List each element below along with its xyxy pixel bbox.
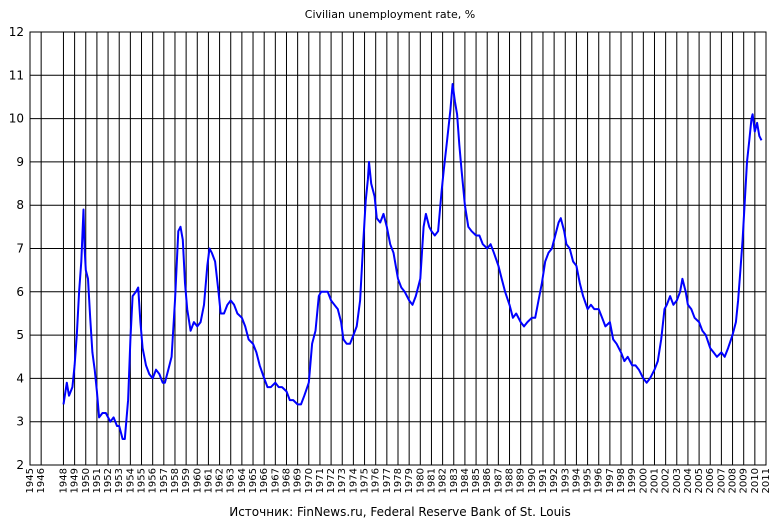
x-tick-label: 1945 bbox=[25, 468, 36, 493]
x-tick-label: 1952 bbox=[103, 468, 114, 493]
y-tick-label: 10 bbox=[9, 112, 24, 126]
y-tick-label: 11 bbox=[9, 68, 24, 82]
x-tick-label: 1972 bbox=[326, 468, 337, 493]
x-tick-label: 1970 bbox=[304, 468, 315, 493]
x-tick-label: 1999 bbox=[627, 468, 638, 493]
x-tick-label: 1966 bbox=[259, 468, 270, 493]
x-tick-label: 1965 bbox=[248, 468, 259, 493]
x-tick-label: 1961 bbox=[203, 468, 214, 493]
x-tick-label: 1957 bbox=[159, 468, 170, 493]
x-tick-label: 1973 bbox=[337, 468, 348, 493]
x-tick-label: 1983 bbox=[449, 468, 460, 493]
x-tick-label: 1987 bbox=[493, 468, 504, 493]
y-tick-label: 8 bbox=[16, 198, 24, 212]
x-tick-label: 1975 bbox=[360, 468, 371, 493]
x-tick-label: 2006 bbox=[705, 468, 716, 493]
x-tick-label: 1996 bbox=[594, 468, 605, 493]
y-tick-label: 2 bbox=[16, 458, 24, 472]
x-tick-label: 2011 bbox=[761, 468, 772, 493]
x-axis-ticks: 1945 1946 1948 1949 1950 1951 1952 1953 1954 1955… bbox=[25, 468, 772, 493]
x-tick-label: 2002 bbox=[661, 468, 672, 493]
chart-title: Civilian unemployment rate, % bbox=[305, 8, 475, 21]
x-tick-label: 1977 bbox=[382, 468, 393, 493]
x-tick-label: 1971 bbox=[315, 468, 326, 493]
x-tick-label: 1998 bbox=[616, 468, 627, 493]
x-tick-label: 1968 bbox=[281, 468, 292, 493]
x-tick-label: 2009 bbox=[739, 468, 750, 493]
y-tick-label: 3 bbox=[16, 415, 24, 429]
x-tick-label: 1951 bbox=[92, 468, 103, 493]
x-tick-label: 2001 bbox=[649, 468, 660, 493]
x-tick-label: 1990 bbox=[527, 468, 538, 493]
x-tick-label: 1989 bbox=[516, 468, 527, 493]
x-tick-label: 1954 bbox=[125, 468, 136, 493]
x-tick-label: 1976 bbox=[371, 468, 382, 493]
x-tick-label: 1950 bbox=[81, 468, 92, 493]
series-layer bbox=[62, 83, 763, 440]
y-tick-label: 7 bbox=[16, 242, 24, 256]
x-tick-label: 1997 bbox=[605, 468, 616, 493]
x-tick-label: 2005 bbox=[694, 468, 705, 493]
chart-source: Источник: FinNews.ru, Federal Reserve Ba… bbox=[229, 505, 571, 519]
x-tick-label: 1988 bbox=[505, 468, 516, 493]
x-tick-label: 1964 bbox=[237, 468, 248, 493]
x-tick-label: 1986 bbox=[482, 468, 493, 493]
x-tick-label: 1982 bbox=[438, 468, 449, 493]
x-tick-label: 1967 bbox=[270, 468, 281, 493]
x-tick-label: 1959 bbox=[181, 468, 192, 493]
x-tick-label: 1992 bbox=[549, 468, 560, 493]
plot-area-frame bbox=[29, 31, 767, 466]
x-tick-label: 1948 bbox=[58, 468, 69, 493]
x-tick-label: 1993 bbox=[560, 468, 571, 493]
x-tick-label: 1969 bbox=[293, 468, 304, 493]
x-tick-label: 2007 bbox=[716, 468, 727, 493]
x-tick-label: 1979 bbox=[404, 468, 415, 493]
x-tick-label: 1981 bbox=[426, 468, 437, 493]
x-tick-label: 2004 bbox=[683, 468, 694, 493]
x-tick-label: 1980 bbox=[415, 468, 426, 493]
x-tick-label: 1991 bbox=[538, 468, 549, 493]
x-tick-label: 2010 bbox=[750, 468, 761, 493]
x-tick-label: 2000 bbox=[638, 468, 649, 493]
x-tick-label: 1984 bbox=[460, 468, 471, 493]
y-tick-label: 4 bbox=[16, 371, 24, 385]
y-tick-label: 9 bbox=[16, 155, 24, 169]
x-tick-label: 2003 bbox=[672, 468, 683, 493]
x-tick-label: 1963 bbox=[226, 468, 237, 493]
x-tick-label: 1958 bbox=[170, 468, 181, 493]
x-tick-label: 1960 bbox=[192, 468, 203, 493]
x-tick-label: 2008 bbox=[728, 468, 739, 493]
x-tick-label: 1994 bbox=[571, 468, 582, 493]
series-line bbox=[62, 83, 763, 440]
y-tick-label: 12 bbox=[9, 25, 24, 39]
x-tick-label: 1953 bbox=[114, 468, 125, 493]
x-tick-label: 1956 bbox=[148, 468, 159, 493]
y-tick-label: 5 bbox=[16, 328, 24, 342]
x-tick-label: 1978 bbox=[393, 468, 404, 493]
y-axis-ticks: 2 3 4 5 6 7 8 9 10 11 12 bbox=[9, 25, 24, 472]
x-tick-label: 1946 bbox=[36, 468, 47, 493]
x-tick-label: 1974 bbox=[348, 468, 359, 493]
x-tick-label: 1995 bbox=[583, 468, 594, 493]
x-tick-label: 1985 bbox=[471, 468, 482, 493]
y-tick-label: 6 bbox=[16, 285, 24, 299]
x-tick-label: 1949 bbox=[70, 468, 81, 493]
x-tick-label: 1955 bbox=[137, 468, 148, 493]
x-tick-label: 1962 bbox=[215, 468, 226, 493]
